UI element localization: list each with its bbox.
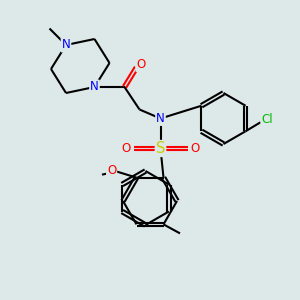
Text: N: N [61, 38, 70, 52]
Text: Cl: Cl [261, 113, 273, 126]
Text: O: O [190, 142, 200, 155]
Text: N: N [90, 80, 99, 94]
Text: O: O [122, 142, 130, 155]
Text: N: N [156, 112, 165, 125]
Text: O: O [107, 164, 116, 177]
Text: O: O [136, 58, 146, 71]
Text: S: S [156, 141, 165, 156]
